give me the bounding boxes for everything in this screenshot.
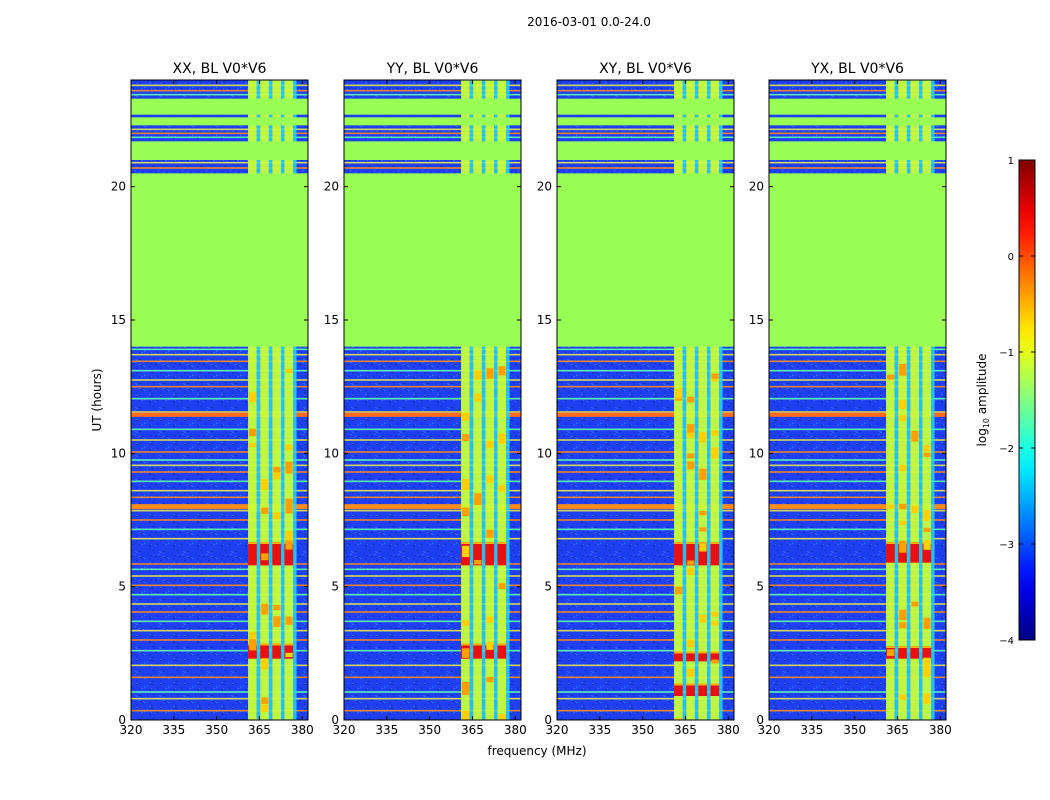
- x-tick-label: 320: [758, 723, 781, 737]
- heatmap-image: [344, 80, 521, 720]
- y-tick-label: 20: [749, 180, 764, 194]
- colorbar-tick-label: −3: [999, 540, 1014, 551]
- y-axis-label: UT (hours): [90, 368, 104, 431]
- x-tick-label: 365: [461, 723, 484, 737]
- colorbar: −4 −3 −2 −1 0 1 log10 amplitude: [975, 156, 1036, 647]
- colorbar-label: log10 amplitude: [975, 354, 991, 447]
- x-tick-label: 320: [546, 723, 569, 737]
- x-tick-label: 365: [248, 723, 271, 737]
- x-tick-label: 335: [162, 723, 185, 737]
- heatmap-image: [769, 80, 946, 720]
- x-tick-label: 380: [504, 723, 527, 737]
- y-tick-label: 20: [324, 180, 339, 194]
- y-tick-label: 10: [324, 446, 339, 460]
- colorbar-gradient: [1018, 159, 1036, 641]
- y-tick-label: 10: [111, 446, 126, 460]
- panel-title: YX, BL V0*V6: [810, 61, 904, 77]
- x-tick-label: 335: [800, 723, 823, 737]
- x-tick-label: 335: [375, 723, 398, 737]
- y-tick-label: 20: [537, 180, 552, 194]
- y-tick-label: 0: [331, 713, 339, 727]
- x-tick-label: 335: [588, 723, 611, 737]
- y-tick-label: 5: [331, 580, 339, 594]
- x-tick-label: 350: [418, 723, 441, 737]
- y-tick-label: 0: [756, 713, 764, 727]
- y-tick-label: 15: [111, 313, 126, 327]
- y-tick-label: 15: [537, 313, 552, 327]
- y-tick-label: 5: [756, 580, 764, 594]
- colorbar-tick-label: −2: [999, 444, 1014, 455]
- x-tick-label: 380: [929, 723, 952, 737]
- x-tick-label: 365: [886, 723, 909, 737]
- x-tick-label: 380: [291, 723, 314, 737]
- heatmap-image: [131, 80, 308, 720]
- colorbar-tick-label: −1: [999, 348, 1014, 359]
- panel-frame: [343, 79, 522, 721]
- heatmap-image: [557, 80, 734, 720]
- panel-2: YY, BL V0*V6 320 335 350 365 380 0 5 10 15 20 frequ…: [324, 61, 587, 758]
- panel-title: YY, BL V0*V6: [386, 61, 479, 77]
- panel-frame: [768, 79, 947, 721]
- panel-title: XY, BL V0*V6: [599, 61, 692, 77]
- panel-1: XX, BL V0*V6 320 335 350 365 380 0 5 10 15 20 UT (h…: [90, 61, 314, 737]
- panel-frame: [130, 79, 309, 721]
- x-axis-label: frequency (MHz): [487, 744, 586, 758]
- colorbar-tick-label: 1: [1008, 156, 1014, 167]
- panel-3: XY, BL V0*V6 320 335 350 365 380 0 5 10 15 20: [537, 61, 740, 737]
- figure-title: 2016-03-01 0.0-24.0: [527, 15, 651, 29]
- x-tick-label: 350: [205, 723, 228, 737]
- y-tick-label: 5: [544, 580, 552, 594]
- y-tick-label: 10: [537, 446, 552, 460]
- panel-title: XX, BL V0*V6: [173, 61, 267, 77]
- y-tick-label: 10: [749, 446, 764, 460]
- colorbar-tick-label: 0: [1008, 252, 1014, 263]
- y-tick-label: 20: [111, 180, 126, 194]
- y-tick-label: 0: [118, 713, 126, 727]
- panel-4: YX, BL V0*V6 320 335 350 365 380 0 5 10 15 20: [749, 61, 952, 737]
- x-tick-label: 365: [674, 723, 697, 737]
- x-tick-label: 350: [631, 723, 654, 737]
- panel-frame: [556, 79, 735, 721]
- y-tick-label: 5: [118, 580, 126, 594]
- x-tick-label: 380: [717, 723, 740, 737]
- x-tick-label: 350: [843, 723, 866, 737]
- x-tick-label: 320: [333, 723, 356, 737]
- y-tick-label: 15: [749, 313, 764, 327]
- x-tick-label: 320: [120, 723, 143, 737]
- y-tick-label: 15: [324, 313, 339, 327]
- colorbar-tick-label: −4: [999, 636, 1014, 647]
- y-tick-label: 0: [544, 713, 552, 727]
